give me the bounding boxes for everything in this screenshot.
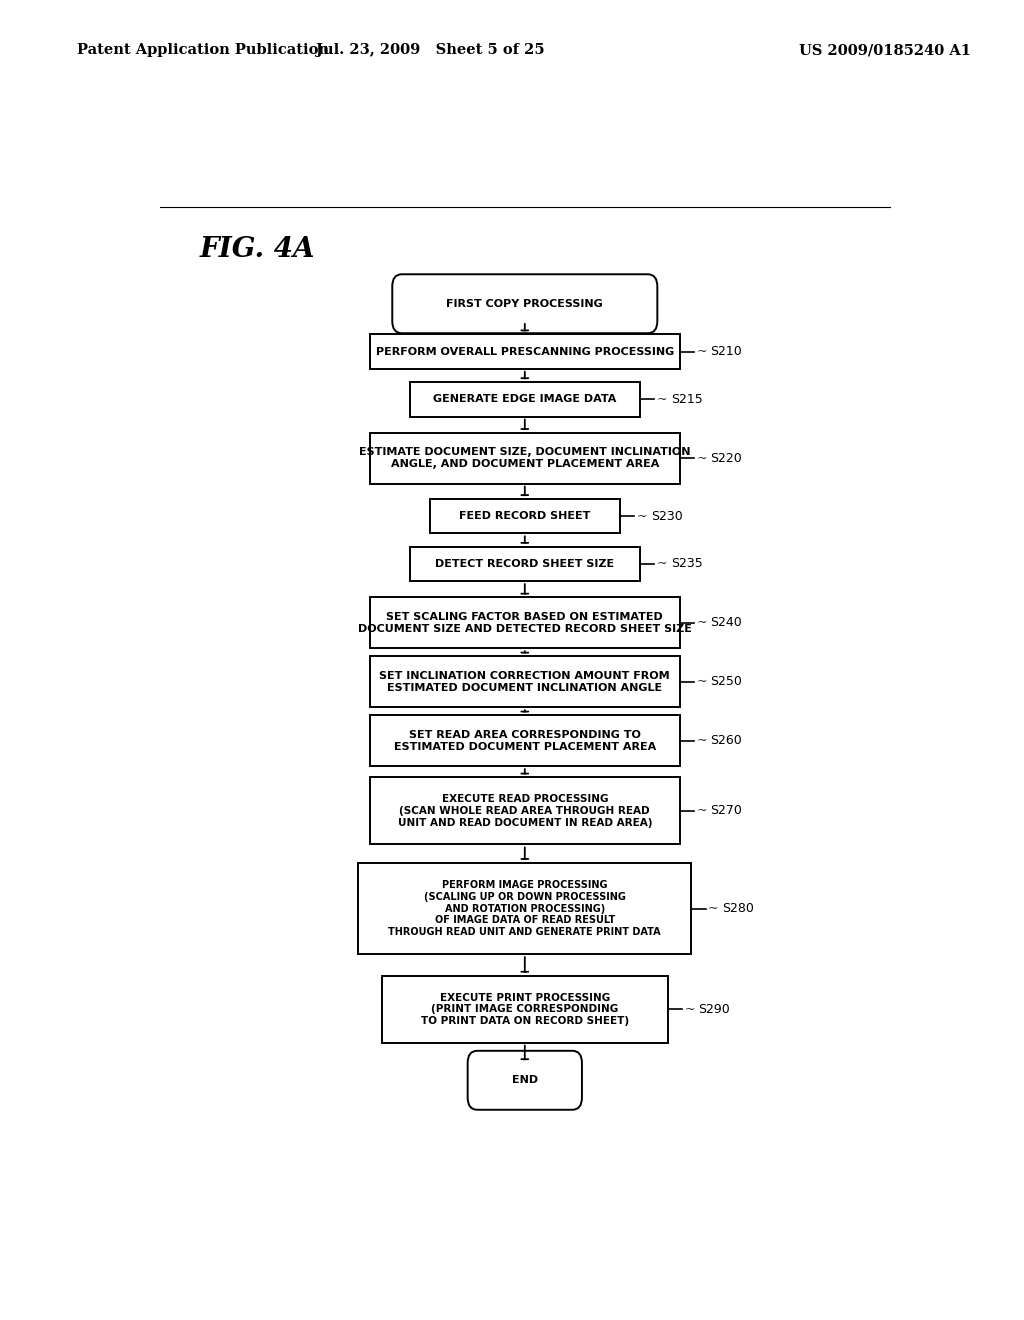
- Text: PERFORM IMAGE PROCESSING
(SCALING UP OR DOWN PROCESSING
AND ROTATION PROCESSING): PERFORM IMAGE PROCESSING (SCALING UP OR …: [388, 880, 662, 937]
- Text: GENERATE EDGE IMAGE DATA: GENERATE EDGE IMAGE DATA: [433, 395, 616, 404]
- FancyBboxPatch shape: [410, 381, 640, 417]
- Text: ~: ~: [696, 804, 707, 817]
- FancyBboxPatch shape: [370, 598, 680, 648]
- Text: ~: ~: [656, 557, 667, 570]
- Text: S240: S240: [711, 616, 742, 630]
- Text: ~: ~: [656, 393, 667, 405]
- Text: S280: S280: [722, 902, 755, 915]
- Text: S290: S290: [698, 1003, 730, 1015]
- FancyBboxPatch shape: [358, 863, 691, 954]
- Text: DETECT RECORD SHEET SIZE: DETECT RECORD SHEET SIZE: [435, 558, 614, 569]
- Text: END: END: [512, 1076, 538, 1085]
- Text: S270: S270: [711, 804, 742, 817]
- Text: SET READ AREA CORRESPONDING TO
ESTIMATED DOCUMENT PLACEMENT AREA: SET READ AREA CORRESPONDING TO ESTIMATED…: [393, 730, 656, 751]
- FancyBboxPatch shape: [370, 777, 680, 845]
- FancyBboxPatch shape: [370, 334, 680, 368]
- Text: S250: S250: [711, 676, 742, 688]
- Text: S230: S230: [651, 510, 683, 523]
- Text: ~: ~: [709, 902, 719, 915]
- Text: US 2009/0185240 A1: US 2009/0185240 A1: [799, 44, 971, 57]
- Text: ~: ~: [696, 676, 707, 688]
- Text: S210: S210: [711, 345, 742, 358]
- Text: SET INCLINATION CORRECTION AMOUNT FROM
ESTIMATED DOCUMENT INCLINATION ANGLE: SET INCLINATION CORRECTION AMOUNT FROM E…: [380, 671, 670, 693]
- Text: ~: ~: [696, 345, 707, 358]
- Text: ESTIMATE DOCUMENT SIZE, DOCUMENT INCLINATION
ANGLE, AND DOCUMENT PLACEMENT AREA: ESTIMATE DOCUMENT SIZE, DOCUMENT INCLINA…: [359, 447, 690, 469]
- Text: ~: ~: [696, 734, 707, 747]
- Text: FIG. 4A: FIG. 4A: [200, 236, 315, 264]
- Text: EXECUTE PRINT PROCESSING
(PRINT IMAGE CORRESPONDING
TO PRINT DATA ON RECORD SHEE: EXECUTE PRINT PROCESSING (PRINT IMAGE CO…: [421, 993, 629, 1026]
- FancyBboxPatch shape: [430, 499, 620, 533]
- FancyBboxPatch shape: [370, 656, 680, 708]
- Text: FEED RECORD SHEET: FEED RECORD SHEET: [459, 511, 591, 521]
- FancyBboxPatch shape: [370, 433, 680, 483]
- Text: ~: ~: [696, 451, 707, 465]
- Text: S215: S215: [671, 393, 702, 405]
- Text: ~: ~: [637, 510, 647, 523]
- Text: PERFORM OVERALL PRESCANNING PROCESSING: PERFORM OVERALL PRESCANNING PROCESSING: [376, 347, 674, 356]
- Text: FIRST COPY PROCESSING: FIRST COPY PROCESSING: [446, 298, 603, 309]
- Text: Jul. 23, 2009   Sheet 5 of 25: Jul. 23, 2009 Sheet 5 of 25: [315, 44, 545, 57]
- FancyBboxPatch shape: [410, 546, 640, 581]
- FancyBboxPatch shape: [392, 275, 657, 333]
- Text: EXECUTE READ PROCESSING
(SCAN WHOLE READ AREA THROUGH READ
UNIT AND READ DOCUMEN: EXECUTE READ PROCESSING (SCAN WHOLE READ…: [397, 795, 652, 828]
- Text: Patent Application Publication: Patent Application Publication: [77, 44, 329, 57]
- FancyBboxPatch shape: [382, 975, 668, 1043]
- Text: ~: ~: [696, 616, 707, 630]
- Text: S220: S220: [711, 451, 742, 465]
- Text: S260: S260: [711, 734, 742, 747]
- Text: ~: ~: [684, 1003, 695, 1015]
- Text: S235: S235: [671, 557, 702, 570]
- Text: SET SCALING FACTOR BASED ON ESTIMATED
DOCUMENT SIZE AND DETECTED RECORD SHEET SI: SET SCALING FACTOR BASED ON ESTIMATED DO…: [357, 612, 692, 634]
- FancyBboxPatch shape: [370, 715, 680, 766]
- FancyBboxPatch shape: [468, 1051, 582, 1110]
